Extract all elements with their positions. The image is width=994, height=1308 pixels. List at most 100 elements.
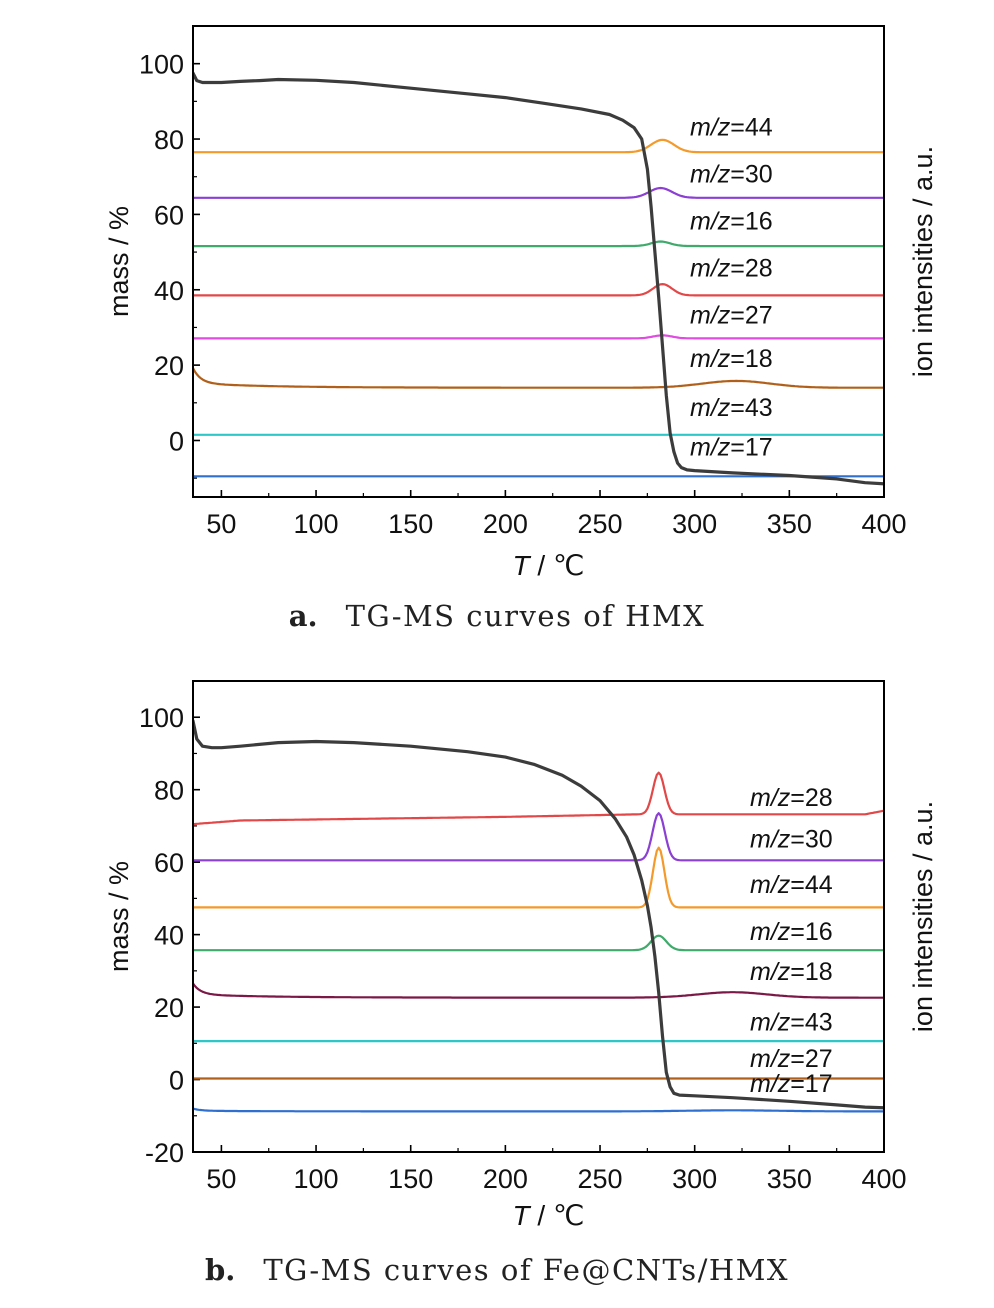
ms-series-label: m/z=16 — [750, 918, 833, 946]
plot-area — [194, 71, 883, 486]
ms-series-label: m/z=43 — [750, 1009, 833, 1037]
ms-series-label-italic: m/z — [690, 113, 731, 141]
x-tick-label: 150 — [388, 509, 433, 539]
y-tick-label: 100 — [139, 50, 184, 80]
figure-caption-text: TG-MS curves of Fe@CNTs/HMX — [263, 1253, 789, 1287]
ms-series-line — [194, 138, 883, 154]
figure-caption-text: TG-MS curves of HMX — [346, 599, 706, 633]
ms-series-line — [194, 1107, 883, 1113]
ms-series-label-value: =17 — [730, 434, 772, 462]
x-axis-label: T / ℃ — [513, 1200, 585, 1231]
y-axis-label: mass / % — [104, 206, 134, 317]
x-tick-label: 350 — [767, 1164, 812, 1194]
ms-series-line — [194, 771, 883, 826]
y-tick-label: 0 — [169, 426, 184, 456]
figure-caption: a. TG-MS curves of HMX — [289, 599, 705, 633]
ms-series-line — [194, 334, 883, 340]
ms-series-line — [194, 367, 883, 389]
x-tick-label: 400 — [861, 509, 906, 539]
ms-series-label-value: =43 — [790, 1009, 832, 1037]
ms-series-label-italic: m/z — [750, 958, 791, 986]
ms-series-label-italic: m/z — [690, 255, 731, 283]
plot-frame — [192, 680, 885, 1153]
ms-series-label: m/z=17 — [690, 434, 773, 462]
chart-a-tg-ms-hmx: 50 100 150 200 250 300 350 400 0 20 40 60 80 100 T / ℃… — [104, 25, 938, 633]
ms-series-label-value: =28 — [790, 784, 832, 812]
ms-series-label-value: =18 — [790, 958, 832, 986]
y-tick-label: 20 — [154, 993, 184, 1023]
ms-series-label: m/z=17 — [750, 1070, 833, 1098]
ms-series-label-italic: m/z — [690, 207, 731, 235]
x-tick-label: 250 — [577, 509, 622, 539]
ms-series-label-italic: m/z — [690, 345, 731, 373]
ms-series-line — [194, 240, 883, 248]
x-axis-label-symbol: T — [513, 550, 532, 581]
y-tick-label: 100 — [139, 703, 184, 733]
ms-series-line — [194, 283, 883, 297]
ms-series-label-value: =18 — [730, 345, 772, 373]
ms-series-label: m/z=30 — [690, 160, 773, 188]
ms-series-label-value: =30 — [790, 826, 832, 854]
y-tick-label: 40 — [154, 921, 184, 951]
figure-caption-label: b. — [205, 1253, 235, 1287]
y-tick-label: 40 — [154, 276, 184, 306]
ms-series-label-italic: m/z — [690, 434, 731, 462]
figure-caption: b. TG-MS curves of Fe@CNTs/HMX — [205, 1253, 789, 1287]
x-axis-label: T / ℃ — [513, 550, 585, 581]
ms-series-label: m/z=28 — [690, 255, 773, 283]
y-tick-label: 80 — [154, 125, 184, 155]
y-tick-label: 60 — [154, 848, 184, 878]
y-axis-label-right: ion intensities / a.u. — [908, 801, 938, 1032]
x-axis-label-unit: / ℃ — [530, 550, 585, 581]
ms-series-label-value: =44 — [790, 871, 833, 899]
x-tick-label: 250 — [577, 1164, 622, 1194]
ms-series-label: m/z=44 — [690, 113, 773, 141]
x-axis-label-unit: / ℃ — [530, 1200, 585, 1231]
x-tick-label: 200 — [483, 1164, 528, 1194]
ms-series-label: m/z=18 — [750, 958, 833, 986]
x-tick-label: 200 — [483, 509, 528, 539]
x-axis-label-symbol: T — [513, 1200, 532, 1231]
y-axis-label: mass / % — [104, 861, 134, 972]
x-tick-label: 100 — [294, 509, 339, 539]
ms-series-label: m/z=16 — [690, 207, 773, 235]
x-tick-label: 300 — [672, 1164, 717, 1194]
y-tick-label: 80 — [154, 776, 184, 806]
ms-series-label-value: =43 — [730, 394, 772, 422]
ms-series-label-italic: m/z — [750, 826, 791, 854]
ms-series-label: m/z=27 — [750, 1045, 833, 1073]
mass-curve-line — [194, 719, 883, 1110]
ms-series-label-italic: m/z — [690, 160, 731, 188]
ms-series-label-italic: m/z — [690, 394, 731, 422]
x-tick-label: 300 — [672, 509, 717, 539]
ms-series-label-value: =16 — [730, 207, 772, 235]
ms-series-label-italic: m/z — [750, 871, 791, 899]
panel-separator — [0, 648, 994, 649]
chart-b-tg-ms-fe-cnts-hmx: 50 100 150 200 250 300 350 400 -20 0 20 40 60 80 100 T … — [104, 680, 938, 1287]
plot-area — [194, 719, 883, 1113]
ms-series-label: m/z=43 — [690, 394, 773, 422]
x-tick-label: 50 — [206, 1164, 236, 1194]
ms-series-label-value: =27 — [790, 1045, 832, 1073]
y-tick-label: 60 — [154, 200, 184, 230]
ms-series-label-value: =27 — [730, 302, 772, 330]
ms-series-label-value: =17 — [790, 1070, 832, 1098]
ms-series-label-italic: m/z — [690, 302, 731, 330]
ms-series-line — [194, 934, 883, 952]
mass-curve-line — [194, 71, 883, 486]
ms-series-label: m/z=44 — [750, 871, 833, 899]
ms-series-label-value: =16 — [790, 918, 832, 946]
ms-series-label-value: =30 — [730, 160, 772, 188]
ms-series-label: m/z=28 — [750, 784, 833, 812]
x-tick-label: 100 — [294, 1164, 339, 1194]
x-tick-label: 50 — [206, 509, 236, 539]
ms-series-label-italic: m/z — [750, 918, 791, 946]
x-tick-label: 400 — [861, 1164, 906, 1194]
x-tick-label: 350 — [767, 509, 812, 539]
ms-series-line — [194, 982, 883, 999]
plot-frame — [192, 25, 885, 498]
ms-series-label-italic: m/z — [750, 1070, 791, 1098]
ms-series-label-italic: m/z — [750, 1045, 791, 1073]
ms-series-line — [194, 846, 883, 909]
